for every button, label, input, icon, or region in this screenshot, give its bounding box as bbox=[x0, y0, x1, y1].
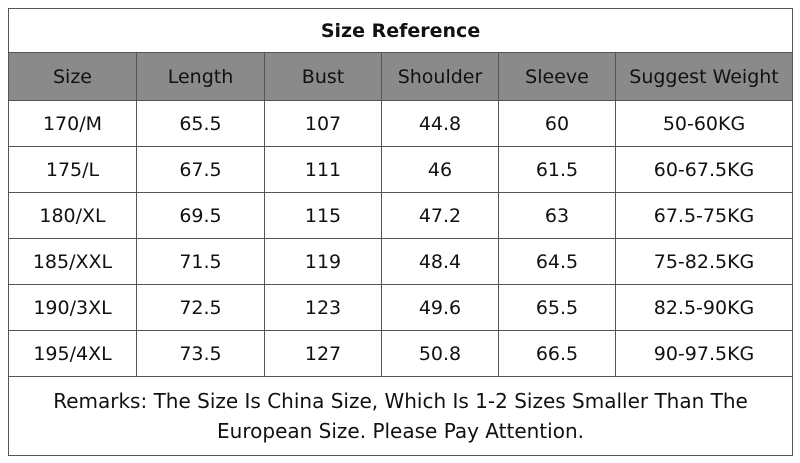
column-header-bust: Bust bbox=[264, 52, 382, 101]
column-header-shoulder: Shoulder bbox=[381, 52, 499, 101]
table-title: Size Reference bbox=[7, 8, 794, 53]
size-reference-table: Size Reference Size Length Bust Shoulder… bbox=[7, 8, 794, 456]
cell-suggest-weight: 50-60KG bbox=[614, 100, 794, 147]
cell-sleeve: 65.5 bbox=[498, 284, 616, 331]
column-header-suggest-weight: Suggest Weight bbox=[614, 52, 794, 101]
cell-shoulder: 47.2 bbox=[381, 192, 499, 239]
cell-length: 69.5 bbox=[136, 192, 265, 239]
cell-sleeve: 66.5 bbox=[498, 330, 616, 377]
cell-shoulder: 50.8 bbox=[381, 330, 499, 377]
cell-bust: 127 bbox=[264, 330, 382, 377]
table-row: 195/4XL 73.5 127 50.8 66.5 90-97.5KG bbox=[8, 330, 794, 377]
cell-size: 185/XXL bbox=[8, 238, 137, 285]
cell-sleeve: 63 bbox=[498, 192, 616, 239]
cell-bust: 123 bbox=[264, 284, 382, 331]
cell-shoulder: 44.8 bbox=[381, 100, 499, 147]
cell-shoulder: 49.6 bbox=[381, 284, 499, 331]
cell-suggest-weight: 60-67.5KG bbox=[614, 146, 794, 193]
cell-length: 65.5 bbox=[136, 100, 265, 147]
cell-bust: 111 bbox=[264, 146, 382, 193]
cell-suggest-weight: 82.5-90KG bbox=[614, 284, 794, 331]
cell-size: 190/3XL bbox=[8, 284, 137, 331]
cell-shoulder: 48.4 bbox=[381, 238, 499, 285]
table-row: 190/3XL 72.5 123 49.6 65.5 82.5-90KG bbox=[8, 284, 794, 331]
table-row: 185/XXL 71.5 119 48.4 64.5 75-82.5KG bbox=[8, 238, 794, 285]
cell-suggest-weight: 67.5-75KG bbox=[614, 192, 794, 239]
table-row: 175/L 67.5 111 46 61.5 60-67.5KG bbox=[8, 146, 794, 193]
cell-length: 71.5 bbox=[136, 238, 265, 285]
cell-size: 170/M bbox=[8, 100, 137, 147]
cell-suggest-weight: 90-97.5KG bbox=[614, 330, 794, 377]
cell-size: 180/XL bbox=[8, 192, 137, 239]
cell-sleeve: 64.5 bbox=[498, 238, 616, 285]
column-header-length: Length bbox=[136, 52, 265, 101]
cell-bust: 119 bbox=[264, 238, 382, 285]
column-header-sleeve: Sleeve bbox=[498, 52, 616, 101]
table-row: 170/M 65.5 107 44.8 60 50-60KG bbox=[8, 100, 794, 147]
cell-length: 67.5 bbox=[136, 146, 265, 193]
cell-shoulder: 46 bbox=[381, 146, 499, 193]
cell-size: 195/4XL bbox=[8, 330, 137, 377]
cell-size: 175/L bbox=[8, 146, 137, 193]
remarks-text: Remarks: The Size Is China Size, Which I… bbox=[7, 376, 794, 456]
cell-suggest-weight: 75-82.5KG bbox=[614, 238, 794, 285]
cell-length: 73.5 bbox=[136, 330, 265, 377]
cell-bust: 107 bbox=[264, 100, 382, 147]
title-row: Size Reference bbox=[7, 8, 794, 53]
cell-bust: 115 bbox=[264, 192, 382, 239]
cell-sleeve: 60 bbox=[498, 100, 616, 147]
column-header-size: Size bbox=[8, 52, 137, 101]
remarks-row: Remarks: The Size Is China Size, Which I… bbox=[7, 376, 794, 456]
header-row: Size Length Bust Shoulder Sleeve Suggest… bbox=[8, 52, 794, 101]
cell-length: 72.5 bbox=[136, 284, 265, 331]
cell-sleeve: 61.5 bbox=[498, 146, 616, 193]
table-row: 180/XL 69.5 115 47.2 63 67.5-75KG bbox=[8, 192, 794, 239]
